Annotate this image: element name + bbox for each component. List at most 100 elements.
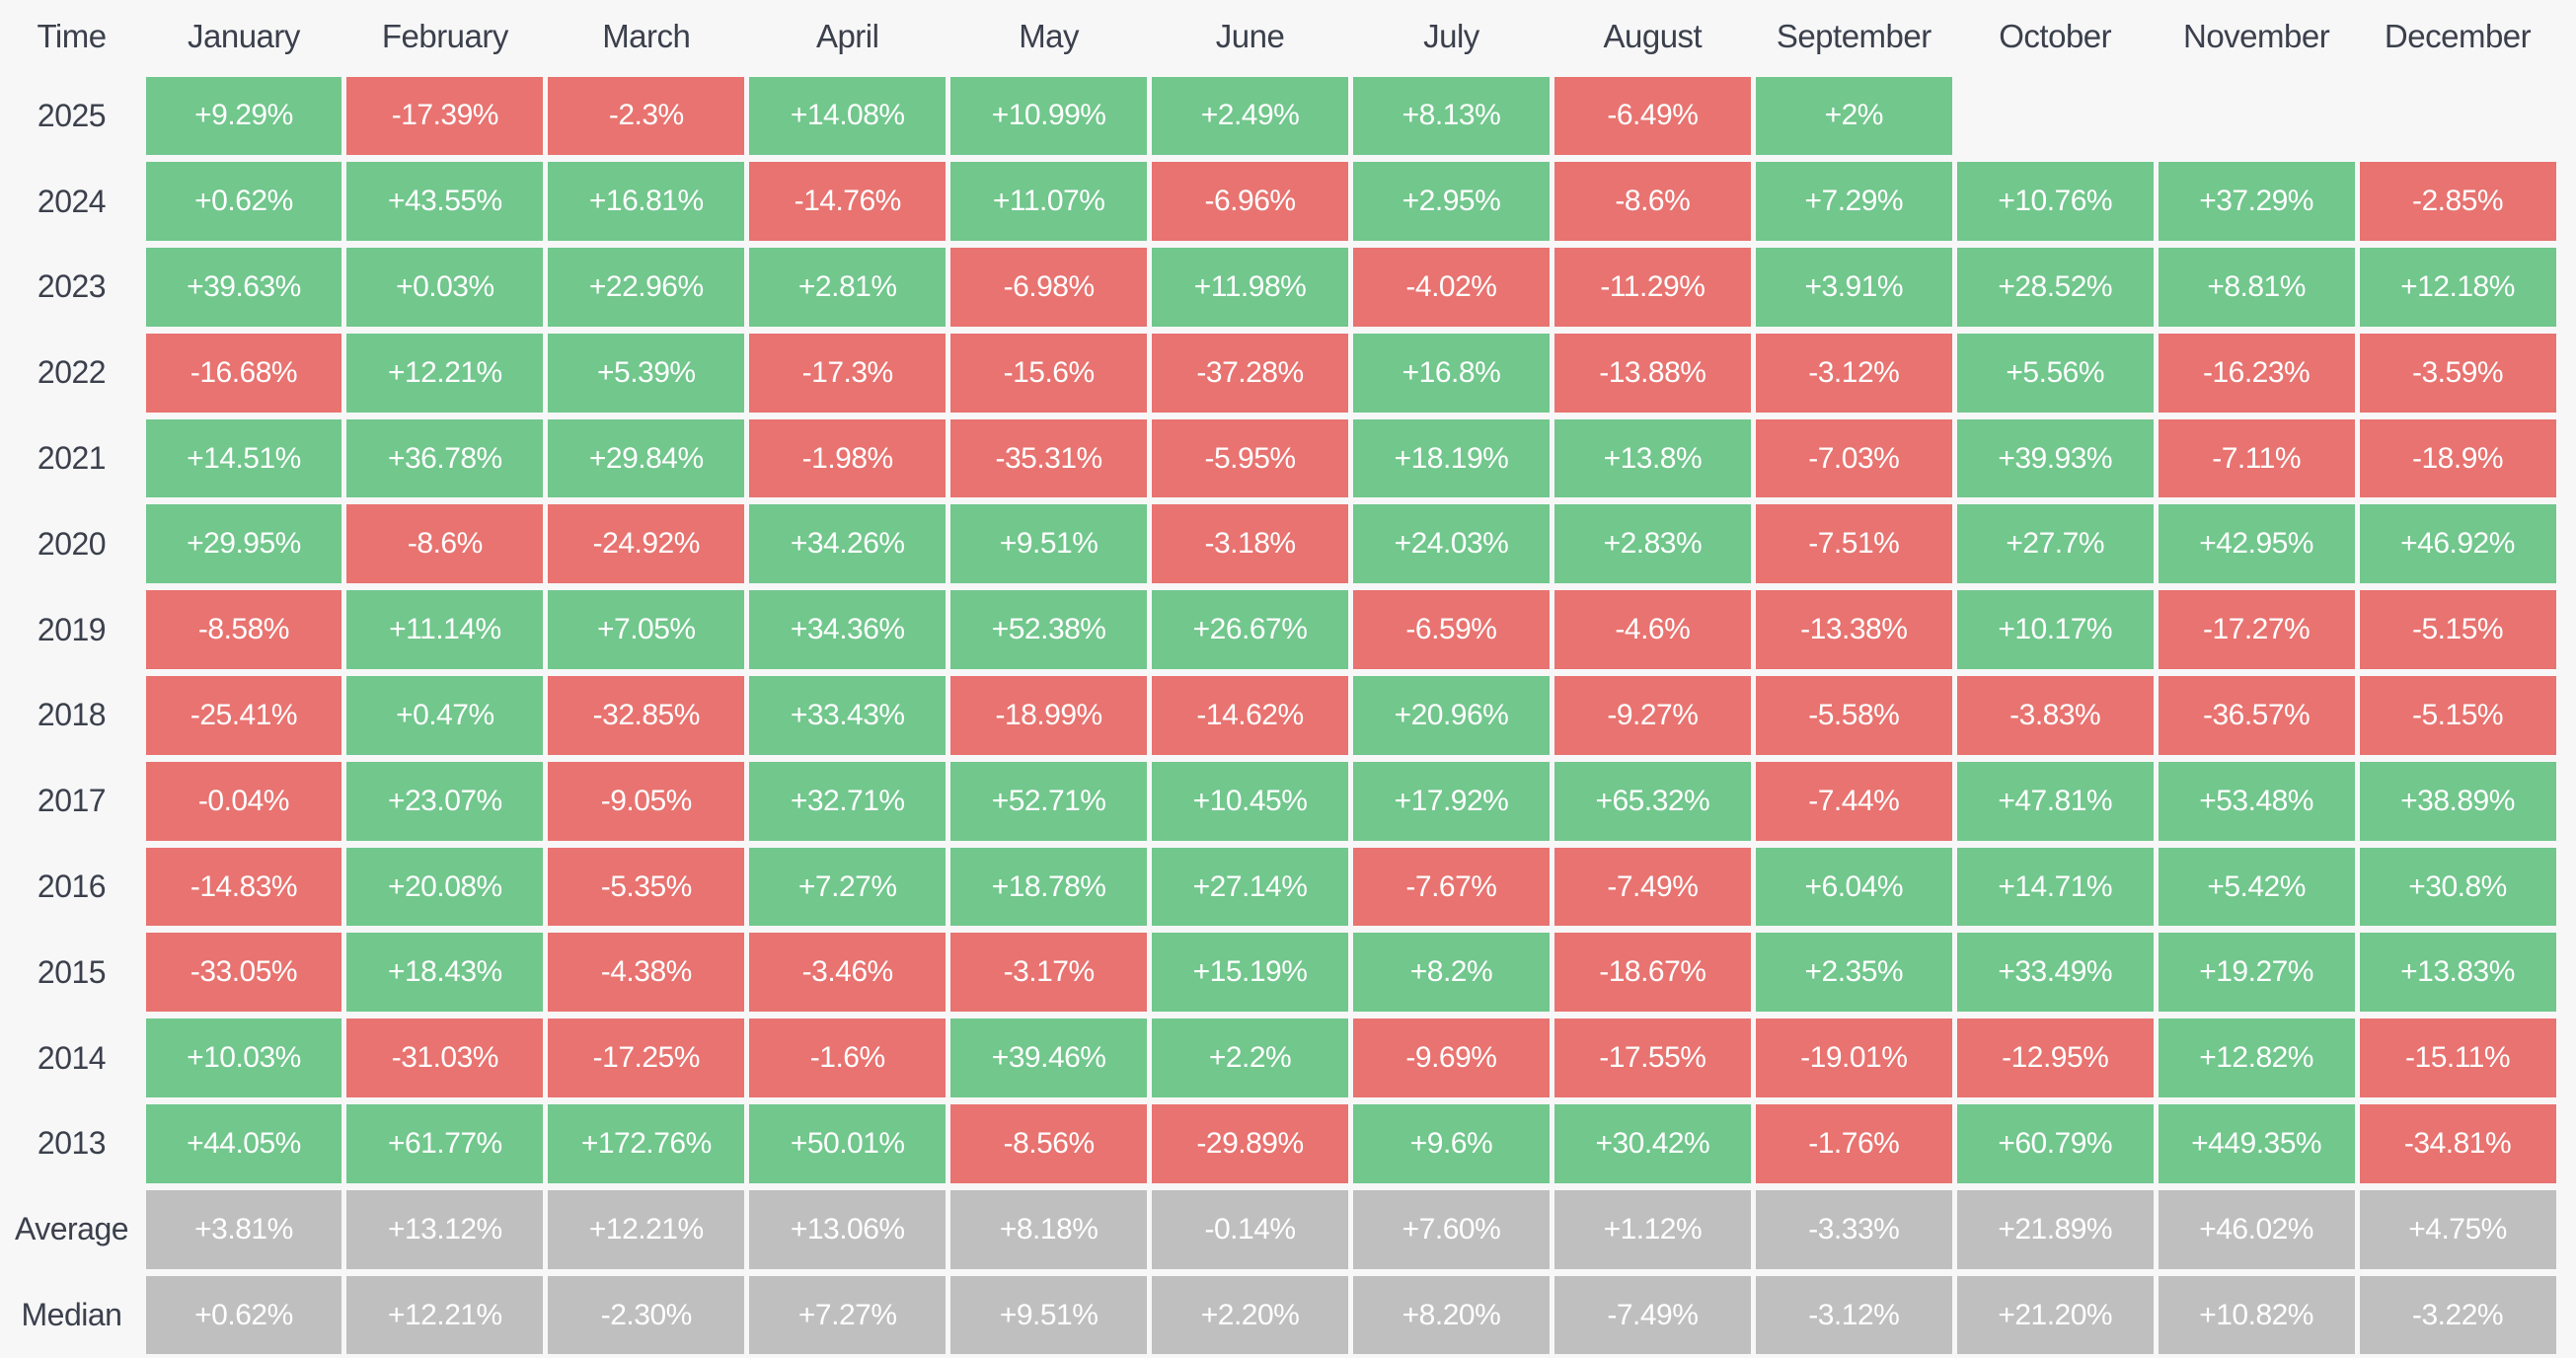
return-cell: -5.35% [548, 847, 745, 927]
row-label-2024: 2024 [37, 183, 107, 219]
return-cell: -16.23% [2158, 333, 2355, 413]
return-cell: +21.20% [1956, 1275, 2154, 1355]
return-cell: -36.57% [2158, 676, 2355, 755]
return-cell: +172.76% [548, 1104, 745, 1183]
month-header-january: January [188, 18, 300, 54]
return-cell: +8.81% [2158, 248, 2355, 327]
return-cell: +50.01% [749, 1104, 947, 1183]
return-cell: +17.92% [1353, 761, 1550, 841]
return-cell: -8.6% [346, 504, 544, 584]
return-cell: +12.82% [2158, 1018, 2355, 1098]
return-cell: +3.81% [145, 1189, 342, 1269]
return-cell: +11.07% [950, 162, 1148, 242]
return-cell: -33.05% [145, 933, 342, 1013]
return-cell: -17.3% [749, 333, 947, 413]
return-cell: -7.51% [1755, 504, 1952, 584]
return-cell: -17.27% [2158, 590, 2355, 670]
return-cell: +2.35% [1755, 933, 1952, 1013]
return-cell: +13.83% [2359, 933, 2556, 1013]
return-cell-empty [1957, 77, 2154, 156]
return-cell: -3.17% [950, 933, 1148, 1013]
return-cell: +52.38% [950, 590, 1148, 670]
return-cell: -13.88% [1553, 333, 1751, 413]
row-label-2022: 2022 [37, 354, 107, 391]
return-cell: +15.19% [1152, 933, 1348, 1013]
return-cell: +20.08% [346, 847, 544, 927]
return-cell: +28.52% [1956, 248, 2154, 327]
return-cell: +0.03% [346, 248, 544, 327]
return-cell: +0.47% [346, 676, 544, 755]
return-cell: -7.67% [1353, 847, 1550, 927]
return-cell: -7.49% [1553, 1275, 1751, 1355]
row-label-2020: 2020 [37, 525, 107, 562]
return-cell: -3.83% [1956, 676, 2154, 755]
return-cell: +14.08% [749, 76, 947, 156]
return-cell: +21.89% [1956, 1189, 2154, 1269]
return-cell: +30.42% [1553, 1104, 1751, 1183]
return-cell: -24.92% [548, 504, 745, 584]
return-cell: -3.18% [1152, 504, 1348, 584]
return-cell: -14.83% [145, 847, 342, 927]
return-cell: +61.77% [346, 1104, 544, 1183]
return-cell: +24.03% [1353, 504, 1550, 584]
return-cell: +0.62% [145, 1275, 342, 1355]
month-header-august: August [1603, 18, 1703, 54]
row-label-2017: 2017 [37, 783, 107, 819]
return-cell: +9.51% [950, 504, 1148, 584]
return-cell: +39.93% [1956, 418, 2154, 498]
return-cell: -9.27% [1553, 676, 1751, 755]
return-cell: +22.96% [548, 248, 745, 327]
return-cell: +4.75% [2359, 1189, 2556, 1269]
return-cell: +33.49% [1956, 933, 2154, 1013]
return-cell: +2.81% [749, 248, 947, 327]
return-cell: -4.6% [1553, 590, 1751, 670]
return-cell: -4.02% [1353, 248, 1550, 327]
row-label-2018: 2018 [37, 697, 107, 733]
return-cell: +13.8% [1553, 418, 1751, 498]
return-cell: -5.15% [2359, 590, 2556, 670]
row-label-2014: 2014 [37, 1039, 107, 1076]
month-header-september: September [1776, 18, 1932, 54]
return-cell-empty [2360, 77, 2556, 156]
return-cell: +7.05% [548, 590, 745, 670]
return-cell: +53.48% [2158, 761, 2355, 841]
return-cell: -3.12% [1755, 333, 1952, 413]
return-cell: +33.43% [749, 676, 947, 755]
return-cell: +27.7% [1956, 504, 2154, 584]
return-cell: +12.21% [346, 333, 544, 413]
return-cell: -18.67% [1553, 933, 1751, 1013]
return-cell: +12.21% [548, 1189, 745, 1269]
return-cell: +14.71% [1956, 847, 2154, 927]
return-cell: +2.20% [1152, 1275, 1348, 1355]
return-cell: +6.04% [1755, 847, 1952, 927]
return-cell: +60.79% [1956, 1104, 2154, 1183]
return-cell: +7.27% [749, 1275, 947, 1355]
return-cell: -6.96% [1152, 162, 1348, 242]
row-label-2016: 2016 [37, 868, 107, 905]
return-cell: -12.95% [1956, 1018, 2154, 1098]
return-cell: +5.42% [2158, 847, 2355, 927]
month-header-february: February [381, 18, 509, 54]
return-cell: -16.68% [145, 333, 342, 413]
return-cell: +7.29% [1755, 162, 1952, 242]
return-cell: +65.32% [1553, 761, 1751, 841]
return-cell: -9.69% [1353, 1018, 1550, 1098]
row-label-2013: 2013 [37, 1125, 107, 1162]
return-cell: -6.49% [1553, 76, 1751, 156]
return-cell: +42.95% [2158, 504, 2355, 584]
return-cell: -3.33% [1755, 1189, 1952, 1269]
return-cell: +1.12% [1553, 1189, 1751, 1269]
return-cell: +52.71% [950, 761, 1148, 841]
return-cell: -7.03% [1755, 418, 1952, 498]
return-cell: -7.11% [2158, 418, 2355, 498]
return-cell: -5.58% [1755, 676, 1952, 755]
return-cell: -25.41% [145, 676, 342, 755]
return-cell: -8.6% [1553, 162, 1751, 242]
return-cell: -1.6% [749, 1018, 947, 1098]
return-cell: -7.44% [1755, 761, 1952, 841]
return-cell: +7.60% [1353, 1189, 1550, 1269]
row-label-2023: 2023 [37, 268, 107, 305]
return-cell: -3.46% [749, 933, 947, 1013]
return-cell: +12.21% [346, 1275, 544, 1355]
